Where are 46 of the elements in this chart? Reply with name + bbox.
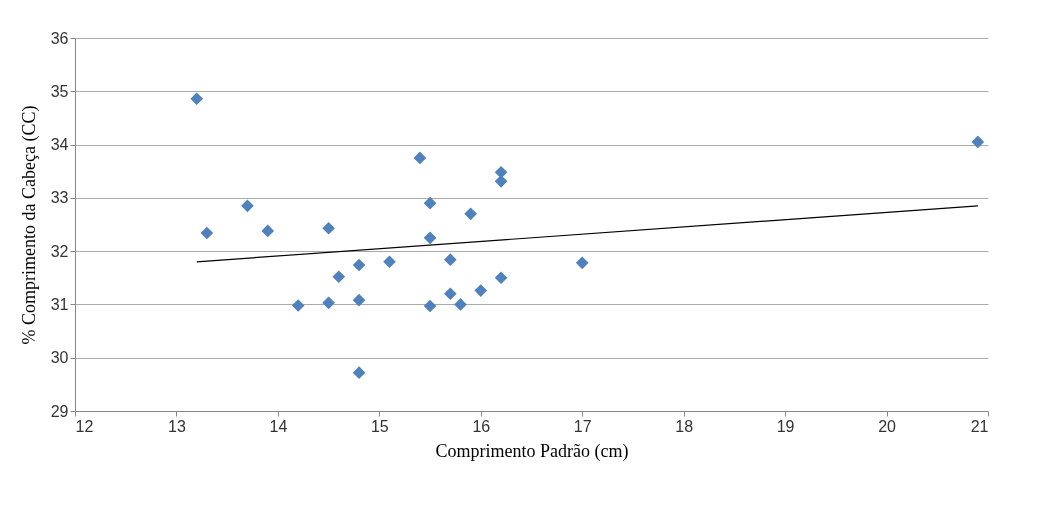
point [332, 270, 346, 284]
point [383, 255, 396, 269]
x-tick-label: 14 [269, 417, 288, 435]
point [261, 224, 275, 238]
x-tick-label: 18 [675, 417, 694, 435]
y-tick-label: 29 [50, 402, 69, 420]
x-tick-label: 16 [472, 417, 491, 435]
point [494, 165, 508, 179]
y-tick-label: 34 [50, 136, 69, 154]
x-tick-label: 21 [970, 417, 989, 435]
point [444, 253, 457, 266]
point [423, 196, 437, 210]
point [444, 287, 457, 301]
y-tick-label: 33 [50, 189, 69, 207]
x-tick-label: 17 [573, 417, 592, 435]
point [352, 258, 366, 272]
x-axis-title: Comprimento Padrão (cm) [435, 440, 629, 462]
y-tick-label: 36 [50, 29, 69, 47]
y-axis-title: % Comprimento da Cabeça (CC) [18, 105, 40, 345]
point [474, 284, 488, 297]
point [291, 299, 305, 312]
point [454, 298, 467, 311]
point [575, 256, 589, 270]
y-tick-label: 32 [50, 242, 69, 260]
point [494, 271, 508, 285]
point [413, 151, 427, 165]
x-tick-label: 19 [776, 417, 795, 435]
point [322, 221, 335, 235]
point [423, 231, 437, 245]
point [190, 92, 204, 106]
x-tick-label: 15 [370, 417, 389, 435]
point [200, 226, 214, 240]
y-tick-label: 30 [50, 349, 69, 367]
point [352, 293, 366, 307]
x-tick-label: 13 [168, 417, 186, 435]
point [971, 135, 985, 149]
point [494, 175, 508, 188]
x-tick-label: 12 [75, 417, 94, 435]
point [464, 207, 477, 221]
y-tick-label: 35 [50, 82, 69, 100]
point [322, 296, 335, 310]
y-tick-label: 31 [50, 295, 69, 313]
point [423, 299, 437, 313]
point [241, 199, 254, 213]
x-tick-label: 20 [878, 417, 897, 435]
point [352, 366, 366, 379]
